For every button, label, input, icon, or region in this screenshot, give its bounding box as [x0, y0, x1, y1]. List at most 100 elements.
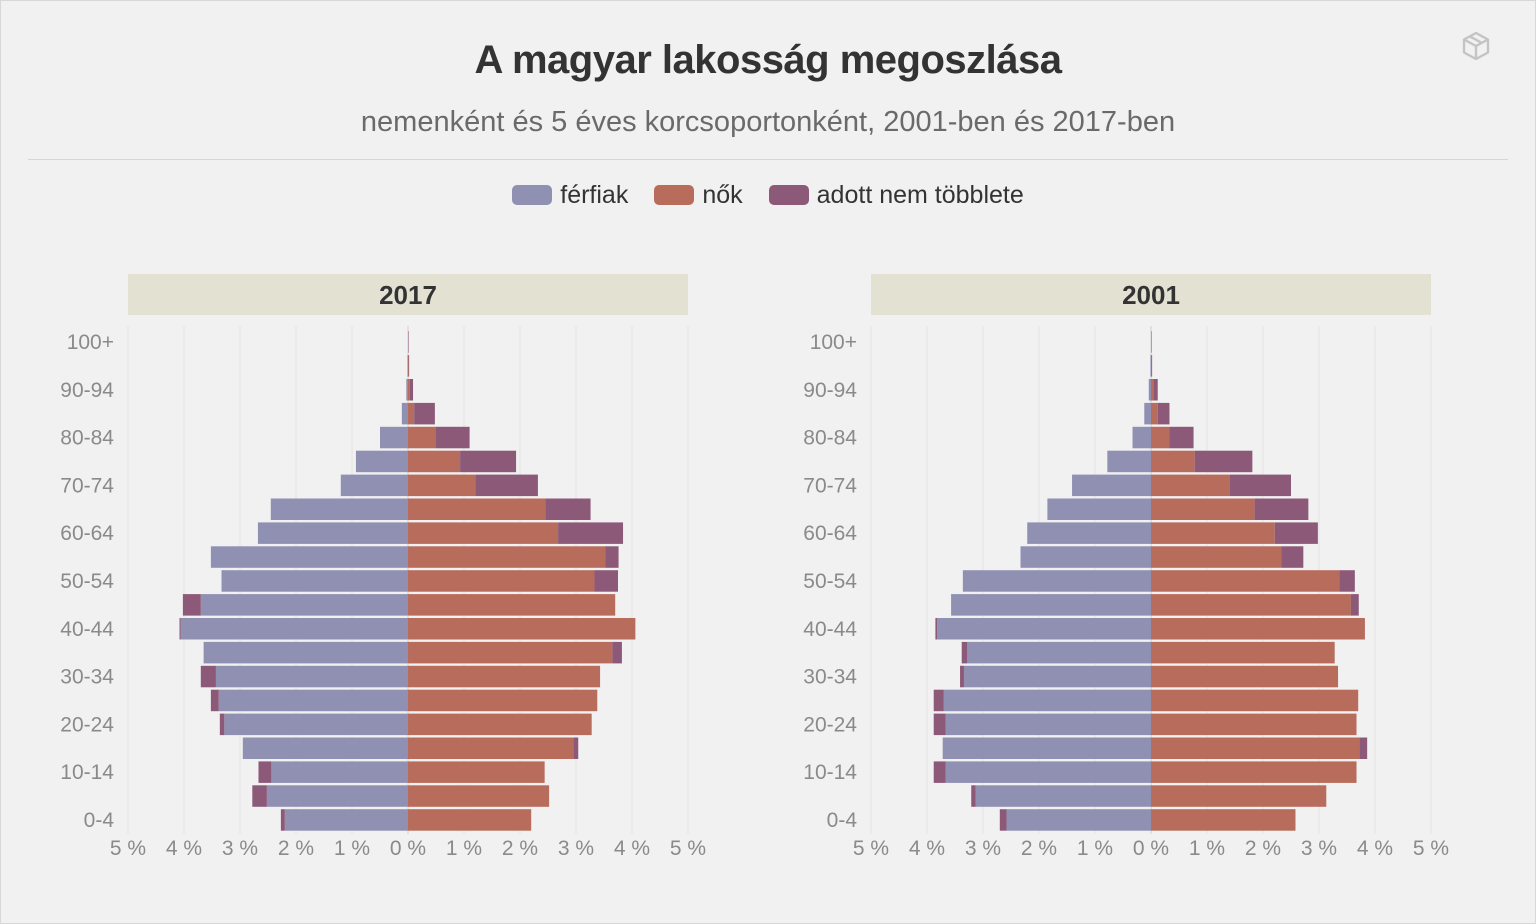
bar-tobblet-nok-55-59 [1281, 546, 1304, 568]
bar-ferfiak-80-84 [1132, 426, 1151, 449]
legend: férfiak nők adott nem többlete [0, 178, 1536, 212]
bar-nok-50-54 [1151, 570, 1340, 592]
bar-ferfiak-25-29 [943, 689, 1151, 712]
y-tick-label: 70-74 [803, 474, 857, 497]
bar-nok-35-39 [1151, 641, 1335, 664]
bar-ferfiak-65-69 [270, 498, 408, 520]
bar-ferfiak-35-39 [967, 641, 1151, 664]
bar-tobblet-nok-60-64 [1274, 522, 1318, 544]
bar-nok-0-4 [1151, 809, 1296, 831]
bar-nok-40-44 [1151, 618, 1365, 640]
bar-ferfiak-70-74 [1072, 474, 1151, 497]
bar-tobblet-nok-35-39 [612, 641, 622, 664]
cube-logo-icon [1462, 31, 1490, 61]
bar-tobblet-ferfiak-35-39 [961, 641, 968, 664]
bar-nok-5-9 [1151, 785, 1327, 807]
bar-nok-85-89 [408, 402, 415, 425]
bar-nok-70-74 [408, 474, 476, 497]
x-tick-label: 0 % [390, 837, 426, 860]
bar-ferfiak-40-44 [180, 618, 408, 640]
bar-nok-25-29 [1151, 689, 1359, 712]
bar-nok-65-69 [1151, 498, 1255, 520]
bar-nok-30-34 [1151, 665, 1339, 688]
bar-ferfiak-5-9 [975, 785, 1151, 807]
bar-tobblet-ferfiak-0-4 [280, 809, 285, 831]
bar-ferfiak-45-49 [200, 594, 408, 616]
bar-tobblet-nok-50-54 [594, 570, 618, 592]
bar-tobblet-nok-95-99 [1151, 355, 1153, 377]
bar-nok-50-54 [408, 570, 595, 592]
y-tick-label: 0-4 [827, 809, 858, 832]
bar-ferfiak-10-14 [945, 761, 1151, 783]
bar-nok-25-29 [408, 689, 598, 712]
legend-swatch-nok [654, 185, 695, 205]
legend-label-nok: nők [702, 180, 743, 209]
legend-swatch-tobblet [768, 185, 809, 205]
y-tick-label: 60-64 [60, 522, 114, 545]
bar-nok-45-49 [408, 594, 616, 616]
legend-label-tobblet: adott nem többlete [816, 180, 1024, 209]
bar-ferfiak-10-14 [271, 761, 408, 783]
bar-tobblet-nok-80-84 [1169, 426, 1194, 449]
x-tick-label: 4 % [166, 837, 202, 860]
bar-tobblet-ferfiak-25-29 [933, 689, 944, 712]
bar-nok-90-94 [1151, 379, 1154, 401]
bar-ferfiak-90-94 [406, 379, 408, 401]
x-tick-label: 2 % [1021, 837, 1057, 860]
x-tick-label: 4 % [614, 837, 650, 860]
legend-swatch-ferfiak [512, 185, 553, 205]
bar-nok-85-89 [1151, 402, 1158, 425]
bar-ferfiak-60-64 [257, 522, 408, 544]
bar-nok-30-34 [408, 665, 601, 688]
y-tick-label: 90-94 [60, 379, 114, 402]
bar-tobblet-nok-65-69 [1254, 498, 1309, 520]
legend-item-nok: nők [654, 180, 743, 210]
chart-title: A magyar lakosság megoszlása [474, 38, 1062, 82]
bar-ferfiak-60-64 [1027, 522, 1151, 544]
bar-tobblet-ferfiak-40-44 [179, 618, 181, 640]
bar-tobblet-nok-55-59 [605, 546, 619, 568]
bar-ferfiak-85-89 [401, 402, 408, 425]
bar-tobblet-ferfiak-30-34 [200, 665, 216, 688]
bar-ferfiak-85-89 [1144, 402, 1151, 425]
bar-tobblet-nok-90-94 [1153, 379, 1158, 401]
bar-tobblet-ferfiak-45-49 [182, 594, 201, 616]
bar-nok-5-9 [408, 785, 550, 807]
y-tick-label: 20-24 [803, 713, 857, 736]
bar-ferfiak-40-44 [937, 618, 1151, 640]
bar-tobblet-ferfiak-30-34 [960, 665, 964, 688]
bar-tobblet-ferfiak-25-29 [210, 689, 219, 712]
bar-nok-15-19 [408, 737, 574, 759]
bar-nok-60-64 [408, 522, 559, 544]
y-tick-label: 80-84 [803, 427, 857, 450]
bar-nok-80-84 [408, 426, 436, 449]
x-tick-label: 3 % [222, 837, 258, 860]
bar-tobblet-nok-50-54 [1339, 570, 1355, 592]
bar-nok-20-24 [408, 713, 592, 736]
bar-tobblet-ferfiak-40-44 [935, 618, 938, 640]
bar-nok-75-79 [408, 450, 461, 473]
y-tick-label: 40-44 [60, 618, 114, 641]
bar-ferfiak-50-54 [962, 570, 1151, 592]
bar-tobblet-nok-100+ [1151, 331, 1152, 353]
y-tick-label: 70-74 [60, 474, 114, 497]
bar-tobblet-nok-85-89 [414, 402, 435, 425]
panel-strip-right: 2001 [871, 274, 1431, 315]
y-tick-label: 80-84 [60, 427, 114, 450]
bar-nok-45-49 [1151, 594, 1351, 616]
bar-nok-10-14 [1151, 761, 1357, 783]
bar-tobblet-ferfiak-20-24 [933, 713, 946, 736]
x-tick-label: 2 % [1245, 837, 1281, 860]
x-tick-label: 3 % [558, 837, 594, 860]
bar-tobblet-ferfiak-10-14 [258, 761, 272, 783]
bar-nok-35-39 [408, 641, 613, 664]
bar-ferfiak-0-4 [284, 809, 408, 831]
bar-ferfiak-15-19 [942, 737, 1151, 759]
bar-ferfiak-50-54 [221, 570, 408, 592]
bar-tobblet-nok-70-74 [1229, 474, 1291, 497]
x-tick-label: 3 % [1301, 837, 1337, 860]
legend-label-ferfiak: férfiak [560, 180, 629, 209]
bar-nok-80-84 [1151, 426, 1170, 449]
bar-nok-70-74 [1151, 474, 1230, 497]
